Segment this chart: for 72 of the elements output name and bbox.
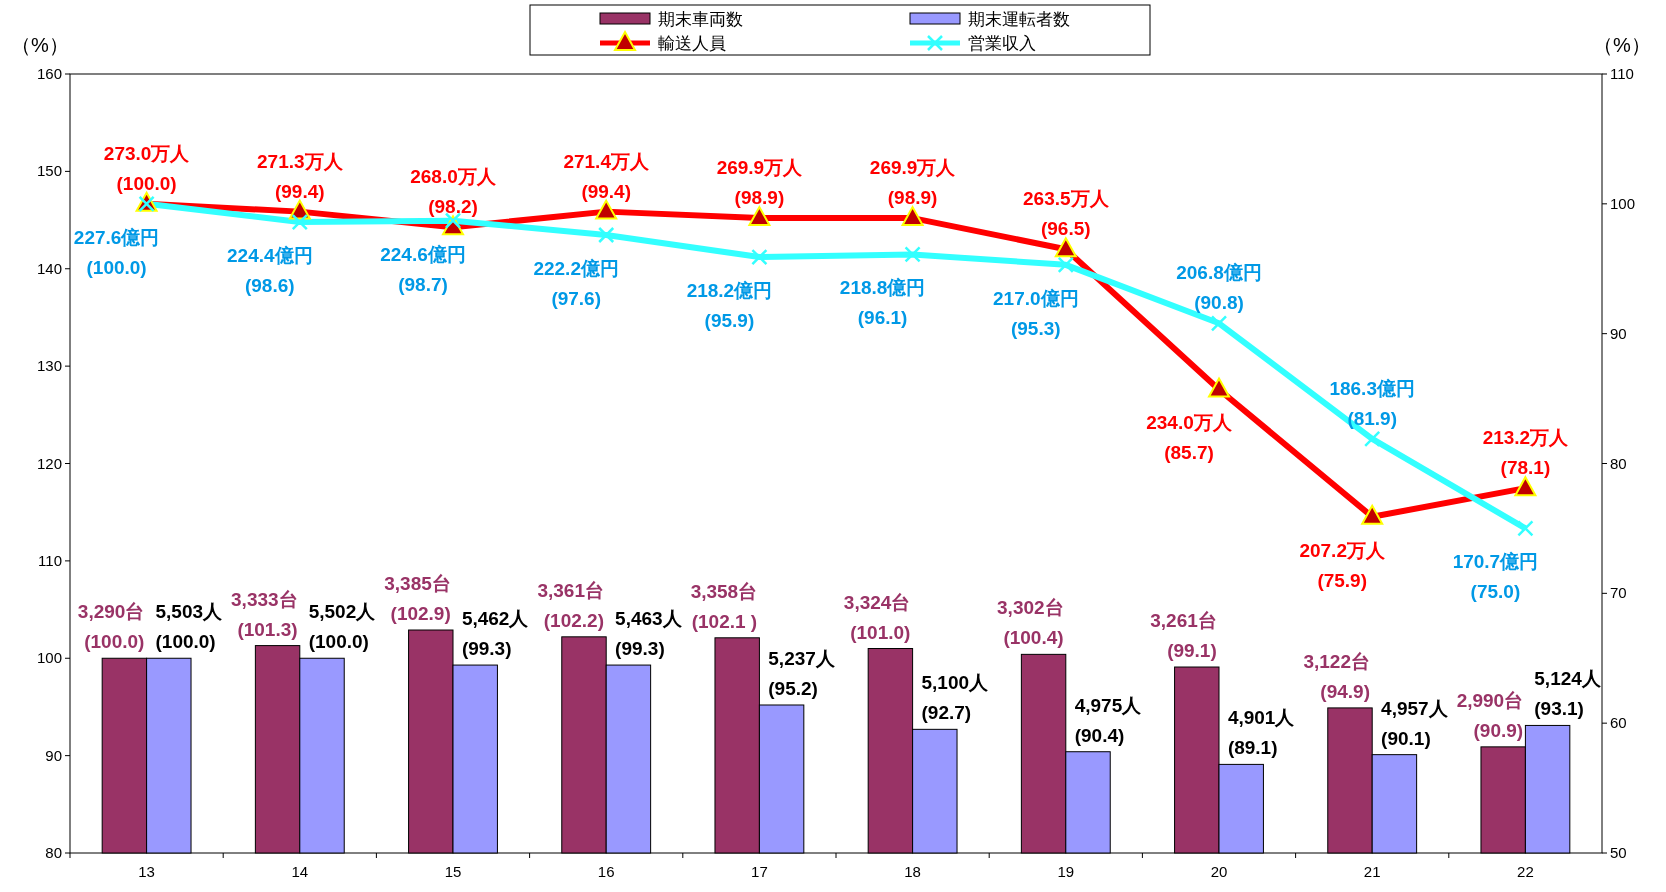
y2-axis-title: （%） <box>1593 34 1651 56</box>
data-label: 271.3万人 (99.4) <box>257 150 344 202</box>
legend-label: 輸送人員 <box>658 34 726 53</box>
y-tick-label: 160 <box>36 65 62 82</box>
data-label: 217.0億円 (95.3) <box>993 287 1079 339</box>
legend-label: 営業収入 <box>968 34 1036 53</box>
legend-label: 期末運転者数 <box>968 10 1070 29</box>
data-label: 5,463人 (99.3) <box>615 608 683 660</box>
data-label: 206.8億円 (90.8) <box>1176 262 1262 314</box>
data-label: 5,124人 (93.1) <box>1534 668 1602 720</box>
data-label: 227.6億円 (100.0) <box>73 226 160 278</box>
y-tick-label: 150 <box>36 162 62 180</box>
data-label: 269.9万人 (98.9) <box>716 157 804 209</box>
y2-tick-label: 50 <box>1610 844 1627 861</box>
y2-tick-label: 110 <box>1610 65 1634 82</box>
x-tick-label: 15 <box>444 863 462 880</box>
data-label: 222.2億円 (97.6) <box>533 257 619 309</box>
x-tick-label: 18 <box>904 863 921 880</box>
data-label: 5,462人 (99.3) <box>461 608 530 660</box>
x-tick-label: 14 <box>291 863 309 880</box>
data-label: 3,385台 (102.9) <box>384 573 451 625</box>
data-label: 186.3億円 (81.9) <box>1329 377 1415 429</box>
data-label: 5,237人 (95.2) <box>768 647 836 699</box>
y-tick-label: 120 <box>36 454 62 472</box>
data-label: 3,333台 (101.3) <box>231 588 298 640</box>
x-tick-label: 13 <box>138 863 155 880</box>
data-label: 4,901人 (89.1) <box>1227 707 1296 759</box>
y2-tick-label: 70 <box>1610 584 1627 602</box>
data-label: 268.0万人 (98.2) <box>410 166 497 218</box>
data-label: 2,990台 (90.9) <box>1456 689 1524 741</box>
data-label: 213.2万人 (78.1) <box>1482 427 1570 479</box>
data-label: 170.7億円 (75.0) <box>1452 551 1539 603</box>
data-label: 218.8億円 (96.1) <box>839 277 926 329</box>
data-label: 218.2億円 (95.9) <box>686 280 773 332</box>
data-label: 5,100人 (92.7) <box>921 672 990 724</box>
x-tick-label: 22 <box>1517 863 1534 880</box>
x-tick-label: 20 <box>1210 863 1228 880</box>
data-label: 224.6億円 (98.7) <box>380 243 466 295</box>
data-label: 271.4万人 (99.4) <box>563 150 650 202</box>
data-label: 207.2万人 (75.9) <box>1299 539 1386 591</box>
data-label: 3,290台 (100.0) <box>77 601 145 653</box>
legend-label: 期末車両数 <box>658 10 743 29</box>
data-label: 3,324台 (101.0) <box>843 591 911 643</box>
y-tick-label: 80 <box>45 844 62 861</box>
data-label: 3,302台 (100.4) <box>997 597 1064 649</box>
y-axis-title: （%） <box>11 34 69 56</box>
data-label: 5,503人 (100.0) <box>155 601 224 653</box>
data-label: 224.4億円 (98.6) <box>227 245 313 297</box>
data-label: 4,975人 (90.4) <box>1074 694 1143 746</box>
x-tick-label: 19 <box>1057 863 1075 880</box>
y-tick-label: 90 <box>45 746 62 764</box>
y2-tick-label: 90 <box>1610 324 1627 342</box>
data-label: 3,261台 (99.1) <box>1150 610 1217 662</box>
data-label: 5,502人 (100.0) <box>308 601 377 653</box>
y-tick-label: 130 <box>36 357 62 375</box>
y-tick-label: 100 <box>36 649 62 667</box>
data-label: 269.9万人 (98.9) <box>869 157 957 209</box>
y-tick-label: 110 <box>38 551 62 569</box>
data-label: 4,957人 (90.1) <box>1381 697 1449 749</box>
y-tick-label: 140 <box>36 259 62 277</box>
data-label: 3,122台 (94.9) <box>1303 650 1370 702</box>
data-label: 234.0万人 (85.7) <box>1146 412 1233 464</box>
y2-tick-label: 60 <box>1610 714 1627 732</box>
y2-tick-label: 80 <box>1610 454 1627 472</box>
data-label: 3,361台 (102.2) <box>537 579 604 631</box>
x-tick-label: 21 <box>1363 863 1381 880</box>
x-tick-label: 17 <box>751 863 768 880</box>
data-label: 3,358台 (102.1 ) <box>690 580 758 632</box>
x-tick-label: 16 <box>597 863 615 880</box>
data-label: 273.0万人 (100.0) <box>103 142 191 194</box>
data-label: 263.5万人 (96.5) <box>1023 188 1110 240</box>
y2-tick-label: 100 <box>1610 194 1636 212</box>
